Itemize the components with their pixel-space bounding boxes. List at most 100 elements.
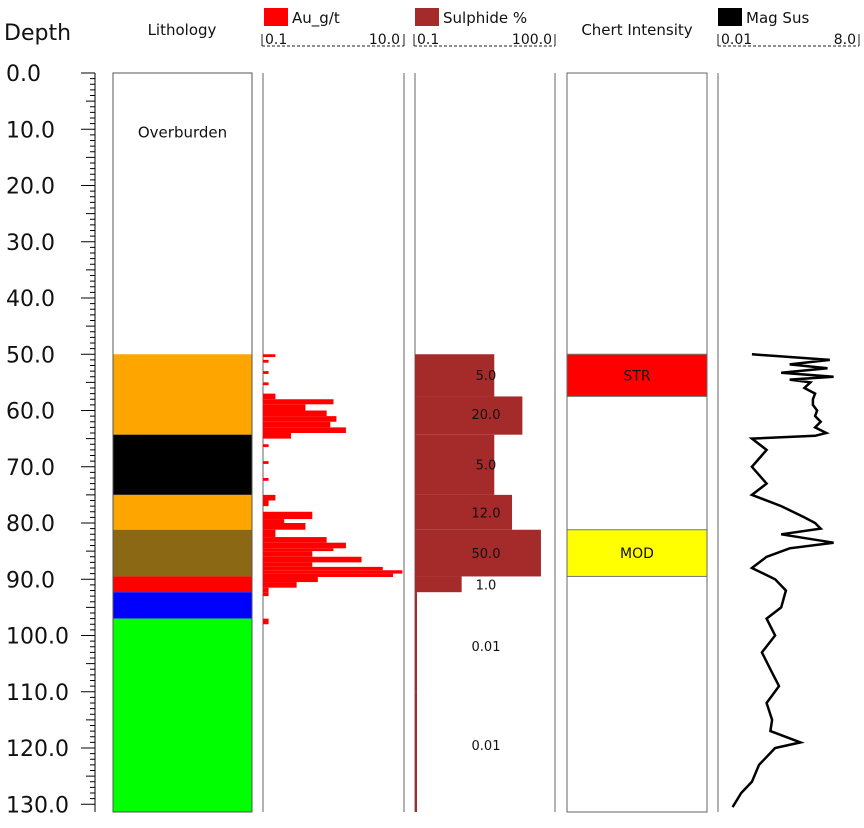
au-bar (263, 537, 327, 543)
au-bar (263, 573, 394, 577)
sulphide-legend-label: Sulphide % (443, 9, 527, 27)
au-bar (263, 371, 269, 374)
depth-tick-label: 100.0 (6, 625, 69, 650)
depth-tick-label: 10.0 (6, 118, 55, 143)
magsus-legend-label: Mag Sus (746, 9, 809, 27)
depth-tick-label: 120.0 (6, 737, 69, 762)
au-bar (263, 478, 269, 481)
au-bar (263, 587, 269, 593)
chert-interval (566, 353, 708, 397)
au-bar (263, 548, 334, 552)
depth-tick-label: 60.0 (6, 400, 55, 425)
magsus-scale-max: 8.0 (834, 32, 856, 48)
au-bar (263, 416, 337, 422)
au-bar (263, 511, 313, 520)
magsus-track (717, 73, 834, 812)
sulphide-value-label: 0.01 (472, 640, 501, 655)
au-legend-swatch (264, 8, 288, 26)
depth-tick-label: 20.0 (6, 175, 55, 200)
au-bar (263, 582, 297, 588)
chart-header: Depth Lithology Au_g/t 0.1 10.0 Sulphide… (4, 8, 860, 48)
au-bar (263, 577, 318, 583)
lithology-interval (113, 494, 252, 530)
sulphide-bar (415, 576, 462, 593)
depth-tick-label: 70.0 (6, 456, 55, 481)
lithology-title: Lithology (148, 21, 217, 39)
chert-frame (566, 72, 708, 813)
lithology-interval (113, 618, 252, 812)
au-bar (263, 618, 269, 625)
au-bar (263, 494, 276, 501)
au-bar (263, 562, 313, 567)
depth-tick-label: 50.0 (6, 343, 55, 368)
chert-label: MOD (620, 546, 654, 562)
au-bar (263, 523, 306, 530)
au-bar (263, 519, 285, 523)
sulphide-bar (415, 529, 541, 577)
au-bar (263, 551, 313, 557)
au-bar (263, 393, 276, 400)
sulphide-bar (415, 494, 513, 530)
lithology-interval (113, 576, 252, 593)
sulphide-track: 5.0 20.0 5.0 12.0 50.0 1.0 0.01 0.01 (414, 73, 556, 812)
lithology-interval (113, 354, 252, 435)
au-bar (263, 421, 331, 428)
au-bar (263, 566, 383, 571)
sulphide-legend-swatch (415, 8, 439, 26)
sulphide-value-label: 12.0 (472, 506, 501, 521)
au-legend-label: Au_g/t (292, 9, 340, 28)
magsus-line (731, 353, 834, 808)
depth-tick-label: 110.0 (6, 681, 69, 706)
magsus-legend-swatch (718, 8, 742, 26)
lithology-track: Overburden (112, 72, 253, 813)
au-bar (263, 556, 362, 563)
lithology-label: Overburden (138, 124, 227, 142)
au-bar (263, 444, 269, 448)
au-scale-max: 10.0 (369, 32, 400, 48)
lithology-interval (113, 434, 252, 495)
chert-label: STR (623, 368, 650, 384)
au-bar (263, 592, 269, 597)
depth-tick-label: 40.0 (6, 287, 55, 312)
sulphide-bar (415, 592, 417, 692)
depth-tick-label: 90.0 (6, 568, 55, 593)
au-bar (263, 399, 334, 405)
au-bar (263, 433, 292, 439)
depth-tick-label: 80.0 (6, 512, 55, 537)
depth-axis: 0.0 10.0 20.0 30.0 40.0 50.0 60.0 70.0 80.0 90.0 1… (6, 62, 96, 818)
depth-tick-label: 30.0 (6, 231, 55, 256)
sulphide-bar (415, 396, 523, 435)
sulphide-value-label: 1.0 (476, 578, 497, 593)
au-bar (263, 500, 269, 507)
lithology-interval (113, 73, 252, 355)
sulphide-scale-max: 100.0 (512, 32, 552, 48)
chert-track: STR MOD (566, 72, 708, 813)
chert-title: Chert Intensity (581, 21, 692, 39)
au-bar (263, 427, 346, 433)
au-bar (263, 570, 403, 574)
au-bar (263, 354, 276, 358)
sulphide-bar (415, 434, 495, 495)
sulphide-value-label: 5.0 (476, 459, 497, 474)
au-bar (263, 404, 306, 411)
sulphide-value-label: 50.0 (472, 547, 501, 562)
au-bar (263, 529, 276, 538)
sulphide-bar (415, 691, 417, 812)
lithology-interval (113, 529, 252, 577)
au-bar (263, 410, 327, 417)
lithology-frame (112, 72, 253, 813)
depth-tick-label: 130.0 (6, 793, 69, 818)
sulphide-scale-min: 0.1 (417, 32, 439, 48)
au-bar (263, 359, 269, 363)
sulphide-value-label: 5.0 (476, 369, 497, 384)
au-bar (263, 382, 269, 386)
sulphide-bar (415, 354, 495, 397)
au-bar (263, 542, 346, 549)
depth-axis-title: Depth (4, 21, 71, 46)
au-track (262, 73, 405, 812)
lithology-interval (113, 592, 252, 619)
depth-tick-label: 0.0 (6, 62, 41, 87)
magsus-scale-min: 0.01 (721, 32, 752, 48)
sulphide-value-label: 20.0 (472, 408, 501, 423)
